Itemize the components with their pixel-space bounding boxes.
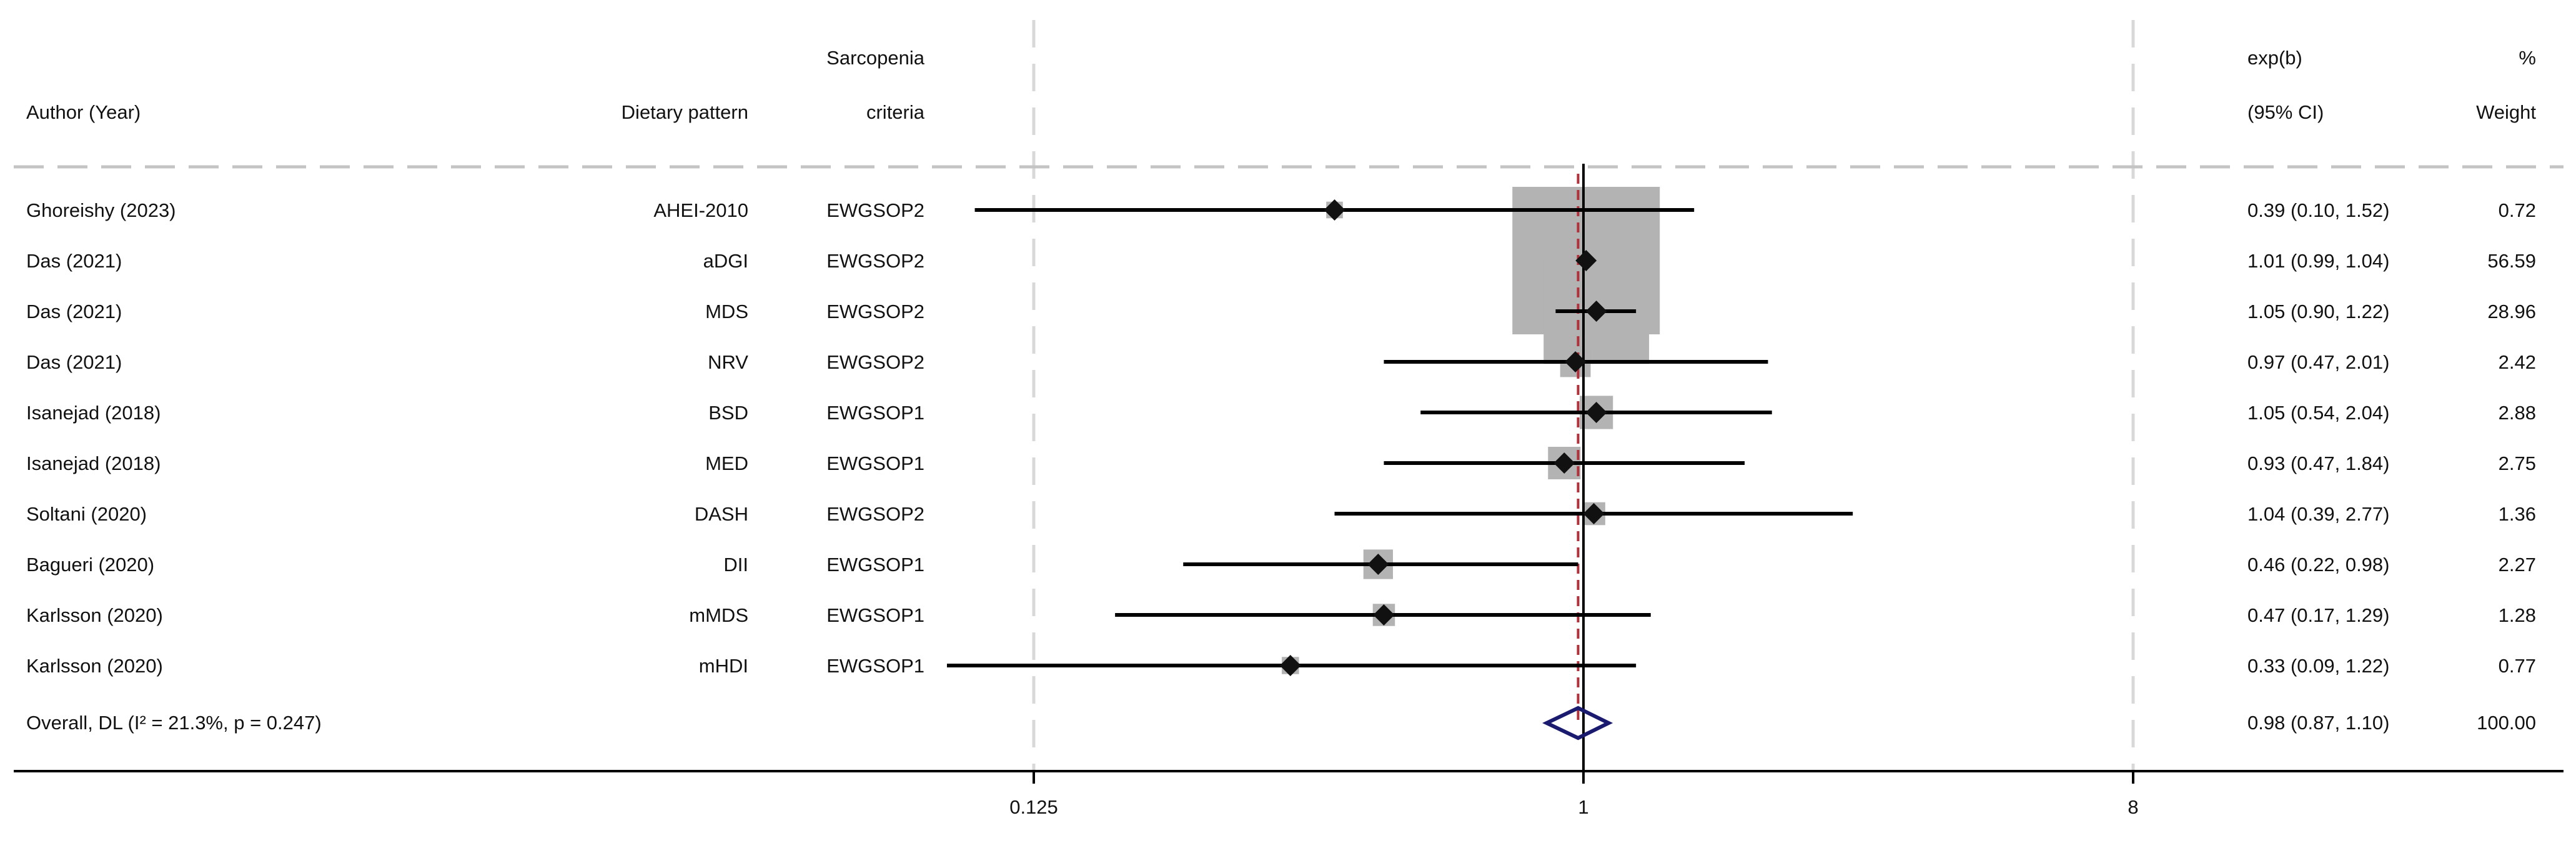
header-criteria-line1: Sarcopenia (826, 47, 925, 69)
x-axis: 0.125 1 8 (14, 770, 2564, 818)
study-weight-text: 56.59 (2487, 250, 2536, 272)
point-estimate-diamond (1565, 351, 1587, 372)
x-axis-ticks: 0.125 1 8 (1009, 771, 2139, 818)
study-author: Das (2021) (26, 250, 122, 272)
x-gridlines (1032, 20, 2135, 771)
study-weight-text: 0.77 (2499, 655, 2536, 677)
study-weight-text: 28.96 (2487, 301, 2536, 322)
weight-boxes (1282, 187, 1660, 674)
header-author: Author (Year) (26, 101, 141, 123)
study-ci-text: 0.46 (0.22, 0.98) (2247, 554, 2390, 576)
study-row: Ghoreishy (2023) AHEI-2010 EWGSOP2 0.39 (0.… (26, 199, 2536, 221)
point-estimate-diamond (1585, 301, 1607, 322)
study-ci-text: 1.04 (0.39, 2.77) (2247, 503, 2390, 525)
header-dietary-pattern: Dietary pattern (622, 101, 748, 123)
study-row: Karlsson (2020) mMDS EWGSOP1 0.47 (0.17, 1.… (26, 604, 2536, 626)
study-ci-text: 1.05 (0.90, 1.22) (2247, 301, 2390, 322)
study-criteria: EWGSOP2 (826, 199, 924, 221)
study-author: Isanejad (2018) (26, 452, 161, 474)
study-row: Das (2021) aDGI EWGSOP2 1.01 (0.99, 1.04) 56… (26, 250, 2536, 272)
study-weight-text: 2.88 (2499, 402, 2536, 424)
point-estimate-diamond (1553, 452, 1575, 474)
study-weight-text: 2.27 (2499, 554, 2536, 576)
study-criteria: EWGSOP1 (826, 452, 924, 474)
header-estimate-line1: exp(b) (2247, 47, 2302, 69)
study-author: Das (2021) (26, 351, 122, 373)
study-dietary-pattern: BSD (708, 402, 748, 424)
study-row: Isanejad (2018) MED EWGSOP1 0.93 (0.47, 1.8… (26, 452, 2536, 474)
overall-weight-text: 100.00 (2477, 712, 2536, 734)
study-rows: Ghoreishy (2023) AHEI-2010 EWGSOP2 0.39 (0.… (26, 164, 2536, 771)
point-estimate-diamond (1279, 655, 1301, 676)
study-weight-text: 2.42 (2499, 351, 2536, 373)
study-row: Das (2021) MDS EWGSOP2 1.05 (0.90, 1.22) 28.… (26, 301, 2536, 322)
study-row: Bagueri (2020) DII EWGSOP1 0.46 (0.22, 0.98… (26, 554, 2536, 576)
study-ci-text: 0.97 (0.47, 2.01) (2247, 351, 2390, 373)
study-ci-text: 0.33 (0.09, 1.22) (2247, 655, 2390, 677)
study-dietary-pattern: mMDS (689, 604, 748, 626)
study-author: Karlsson (2020) (26, 655, 163, 677)
point-estimate-diamond (1373, 604, 1395, 626)
study-criteria: EWGSOP2 (826, 301, 924, 322)
study-ci-text: 0.39 (0.10, 1.52) (2247, 199, 2390, 221)
study-weight-text: 1.36 (2499, 503, 2536, 525)
study-weight-text: 0.72 (2499, 199, 2536, 221)
study-dietary-pattern: DII (723, 554, 748, 576)
header-weight-line1: % (2519, 47, 2536, 69)
study-row: Karlsson (2020) mHDI EWGSOP1 0.33 (0.09, 1.… (26, 655, 2536, 677)
x-tick-label: 0.125 (1009, 796, 1058, 818)
study-row: Isanejad (2018) BSD EWGSOP1 1.05 (0.54, 2.0… (26, 402, 2536, 424)
point-estimate-diamond (1367, 554, 1389, 575)
header-estimate-line2: (95% CI) (2247, 101, 2324, 123)
study-ci-text: 0.93 (0.47, 1.84) (2247, 452, 2390, 474)
study-dietary-pattern: MED (705, 452, 748, 474)
study-row: Das (2021) NRV EWGSOP2 0.97 (0.47, 2.01) 2.4… (26, 351, 2536, 373)
study-criteria: EWGSOP1 (826, 604, 924, 626)
point-estimate-diamond (1324, 199, 1345, 221)
study-ci-text: 0.47 (0.17, 1.29) (2247, 604, 2390, 626)
overall-label: Overall, DL (I² = 21.3%, p = 0.247) (26, 712, 322, 734)
header-weight-line2: Weight (2476, 101, 2536, 123)
overall-ci-text: 0.98 (0.87, 1.10) (2247, 712, 2390, 734)
study-dietary-pattern: AHEI-2010 (653, 199, 748, 221)
study-author: Soltani (2020) (26, 503, 147, 525)
study-dietary-pattern: DASH (695, 503, 748, 525)
study-author: Das (2021) (26, 301, 122, 322)
study-ci-text: 1.05 (0.54, 2.04) (2247, 402, 2390, 424)
study-author: Bagueri (2020) (26, 554, 154, 576)
study-dietary-pattern: mHDI (699, 655, 748, 677)
overall-diamond (1542, 706, 1613, 741)
point-estimate-diamond (1575, 250, 1597, 271)
study-dietary-pattern: MDS (705, 301, 748, 322)
study-author: Isanejad (2018) (26, 402, 161, 424)
study-author: Ghoreishy (2023) (26, 199, 176, 221)
study-weight-text: 2.75 (2499, 452, 2536, 474)
study-dietary-pattern: aDGI (703, 250, 748, 272)
study-criteria: EWGSOP2 (826, 351, 924, 373)
x-tick-label: 1 (1578, 796, 1588, 818)
study-criteria: EWGSOP1 (826, 402, 924, 424)
x-tick-label: 8 (2128, 796, 2138, 818)
point-estimate-diamond (1583, 503, 1605, 524)
study-author: Karlsson (2020) (26, 604, 163, 626)
study-row: Soltani (2020) DASH EWGSOP2 1.04 (0.39, 2.7… (26, 503, 2536, 525)
header-criteria-line2: criteria (866, 101, 925, 123)
point-estimate-diamond (1585, 402, 1607, 423)
study-dietary-pattern: NRV (708, 351, 748, 373)
study-criteria: EWGSOP1 (826, 554, 924, 576)
study-ci-text: 1.01 (0.99, 1.04) (2247, 250, 2390, 272)
study-criteria: EWGSOP1 (826, 655, 924, 677)
column-headers: Author (Year) Dietary pattern Sarcopenia… (26, 47, 2536, 123)
study-weight-text: 1.28 (2499, 604, 2536, 626)
study-criteria: EWGSOP2 (826, 250, 924, 272)
study-criteria: EWGSOP2 (826, 503, 924, 525)
overall-row: Overall, DL (I² = 21.3%, p = 0.247) 0.98… (26, 706, 2536, 741)
